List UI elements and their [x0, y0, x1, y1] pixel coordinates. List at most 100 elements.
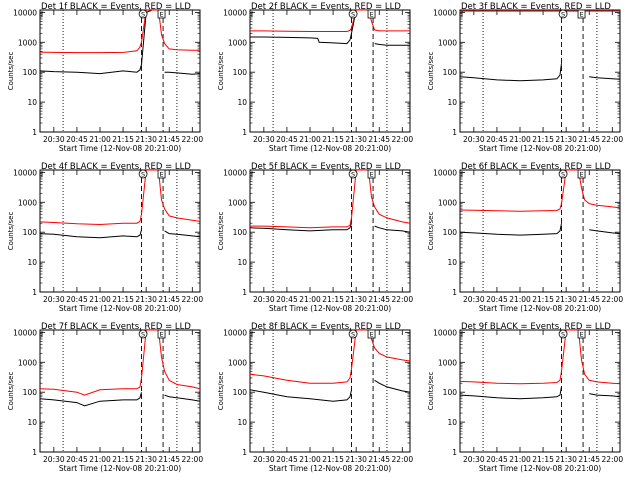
x-tick-label: 20:45	[66, 135, 88, 144]
marker-e-box	[577, 169, 586, 179]
y-tick-label: 1000	[18, 198, 37, 207]
x-tick-label: 20:30	[43, 135, 65, 144]
x-axis-label: Start Time (12-Nov-08 20:21:00)	[479, 304, 601, 313]
marker-label: E	[369, 331, 373, 339]
y-tick-label: 1000	[438, 198, 457, 207]
panel-title: Det 2f BLACK = Events, RED = LLD	[251, 2, 401, 12]
marker-label: S	[351, 171, 355, 179]
marker-label: S	[561, 171, 565, 179]
panel-6: Det 6f BLACK = Events, RED = LLD 1 10 100 10…	[427, 162, 623, 313]
plot-frame	[39, 329, 201, 453]
x-tick-label: 20:45	[486, 295, 508, 304]
marker-e-box	[367, 9, 376, 19]
plot-frame	[249, 329, 411, 453]
y-tick-label: 1000	[18, 358, 37, 367]
y-tick-label: 10	[237, 418, 247, 427]
y-tick-label: 10000	[223, 8, 247, 17]
y-axis-label: Counts/sec	[7, 212, 15, 251]
panel-8: Det 8f BLACK = Events, RED = LLD 1 10 100 10…	[217, 322, 413, 473]
x-tick-label: 21:45	[158, 295, 180, 304]
x-tick-label: 21:00	[89, 135, 111, 144]
y-tick-label: 100	[23, 68, 38, 77]
y-axis-label: Counts/sec	[7, 52, 15, 91]
x-tick-label: 21:00	[509, 455, 531, 464]
y-tick-label: 1	[452, 448, 457, 457]
y-tick-label: 1	[32, 288, 37, 297]
series-events-line	[40, 10, 200, 75]
x-tick-label: 21:45	[158, 135, 180, 144]
series-lld-line	[40, 330, 200, 396]
marker-s-circle	[348, 9, 358, 19]
marker-label: E	[579, 171, 583, 179]
x-tick-label: 22:00	[391, 295, 413, 304]
marker-label: E	[159, 11, 163, 19]
y-axis-label: Counts/sec	[217, 52, 225, 91]
x-tick-label: 22:00	[181, 455, 203, 464]
marker-s-circle	[138, 169, 148, 179]
y-tick-label: 10	[27, 258, 37, 267]
x-tick-label: 21:00	[509, 135, 531, 144]
x-tick-label: 21:15	[112, 295, 134, 304]
y-axis-label: Counts/sec	[427, 372, 435, 411]
series-lld-line	[460, 170, 620, 212]
x-tick-label: 21:30	[135, 135, 157, 144]
x-tick-label: 21:30	[345, 455, 367, 464]
y-axis-label: Counts/sec	[427, 52, 435, 91]
x-tick-label: 21:45	[578, 135, 600, 144]
x-tick-label: 21:15	[112, 135, 134, 144]
plot-area	[40, 330, 200, 407]
x-tick-label: 21:15	[112, 455, 134, 464]
marker-s-circle	[558, 169, 568, 179]
y-tick-label: 10000	[13, 8, 37, 17]
plot-area	[250, 170, 410, 233]
x-tick-label: 20:45	[276, 295, 298, 304]
y-axis-label: Counts/sec	[217, 372, 225, 411]
x-tick-label: 20:45	[486, 135, 508, 144]
y-tick-label: 1	[32, 448, 37, 457]
x-tick-label: 20:30	[253, 135, 275, 144]
x-tick-label: 21:00	[299, 295, 321, 304]
plot-area	[460, 170, 620, 236]
marker-label: S	[141, 331, 145, 339]
y-tick-label: 1000	[438, 38, 457, 47]
x-tick-label: 21:00	[509, 295, 531, 304]
marker-label: S	[141, 11, 145, 19]
y-tick-label: 10	[237, 258, 247, 267]
marker-e-box	[157, 169, 166, 179]
y-tick-label: 10	[27, 418, 37, 427]
plot-frame	[249, 9, 411, 133]
x-tick-label: 21:15	[532, 455, 554, 464]
x-tick-label: 22:00	[391, 135, 413, 144]
x-tick-label: 20:45	[66, 455, 88, 464]
panel-title: Det 7f BLACK = Events, RED = LLD	[41, 322, 191, 332]
y-tick-label: 10000	[433, 168, 457, 177]
x-tick-label: 22:00	[601, 135, 623, 144]
x-tick-label: 20:45	[66, 295, 88, 304]
plot-area	[460, 10, 620, 82]
panel-7: Det 7f BLACK = Events, RED = LLD 1 10 100 10…	[7, 322, 203, 473]
x-tick-label: 21:45	[368, 455, 390, 464]
x-tick-label: 21:30	[135, 295, 157, 304]
y-tick-label: 10000	[13, 328, 37, 337]
x-tick-label: 21:45	[578, 455, 600, 464]
panel-9: Det 9f BLACK = Events, RED = LLD 1 10 100 10…	[427, 322, 623, 473]
y-tick-label: 10000	[433, 8, 457, 17]
series-lld-line	[40, 170, 200, 226]
y-tick-label: 1	[242, 128, 247, 137]
x-tick-label: 21:15	[322, 455, 344, 464]
y-tick-label: 1000	[228, 198, 247, 207]
x-tick-label: 21:00	[89, 455, 111, 464]
marker-label: E	[159, 331, 163, 339]
x-axis-label: Start Time (12-Nov-08 20:21:00)	[269, 464, 391, 473]
panel-1: Det 1f BLACK = Events, RED = LLD 1 10 100 10…	[7, 2, 203, 153]
marker-label: S	[561, 11, 565, 19]
panel-title: Det 3f BLACK = Events, RED = LLD	[461, 2, 611, 12]
x-tick-label: 20:45	[276, 455, 298, 464]
x-tick-label: 20:30	[463, 455, 485, 464]
marker-label: S	[561, 331, 565, 339]
marker-label: E	[369, 11, 373, 19]
series-events-line	[460, 386, 620, 400]
panel-title: Det 9f BLACK = Events, RED = LLD	[461, 322, 611, 332]
y-tick-label: 100	[443, 228, 458, 237]
panel-title: Det 6f BLACK = Events, RED = LLD	[461, 162, 611, 172]
